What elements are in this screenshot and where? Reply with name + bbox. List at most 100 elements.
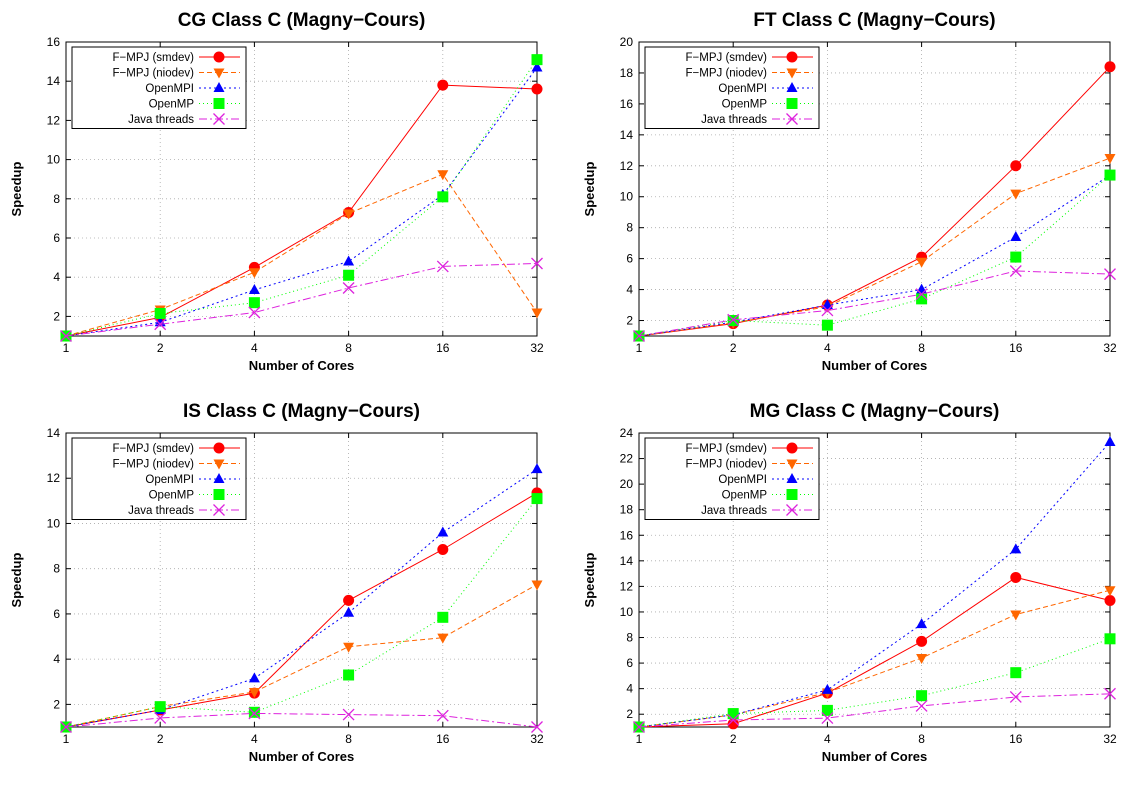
y-tick-label: 10 <box>47 516 61 530</box>
data-point-smdev <box>343 594 355 606</box>
data-point-niodev <box>531 580 543 591</box>
x-tick-label: 4 <box>824 341 831 355</box>
chart-panel-mg: MG Class C (Magny−Cours) 2 4 6 8 10 12 14 16 18 20… <box>573 391 1145 781</box>
data-point-java <box>60 721 72 733</box>
y-tick-label: 12 <box>620 579 634 593</box>
data-point-openmpi <box>531 61 543 72</box>
chart-panel-is: IS Class C (Magny−Cours) 2 4 6 8 10 12 14 1 2 4 8 16… <box>0 391 572 781</box>
y-axis-label: Speedup <box>9 161 24 216</box>
y-axis-label: Speedup <box>582 161 597 216</box>
legend-label-niodev: F−MPJ (niodev) <box>113 459 195 471</box>
legend-marker-java <box>786 504 798 516</box>
data-point-java <box>436 709 449 722</box>
data-point-niodev <box>1104 154 1116 165</box>
legend-label-openmp: OpenMP <box>722 490 768 502</box>
data-point-java <box>342 282 355 294</box>
data-point-openmp <box>1104 169 1116 181</box>
x-tick-label: 32 <box>530 732 544 746</box>
y-tick-label: 6 <box>626 656 633 670</box>
data-point-openmpi <box>531 463 543 474</box>
data-point-niodev <box>343 642 355 653</box>
data-point-openmp <box>154 701 166 713</box>
y-tick-label: 2 <box>626 707 633 721</box>
series-line-smdev <box>65 84 538 337</box>
data-point-java <box>1009 265 1022 277</box>
data-point-java <box>436 260 449 273</box>
series-line-niodev <box>638 589 1111 728</box>
data-point-smdev <box>437 79 449 91</box>
x-tick-label: 4 <box>251 341 258 355</box>
legend-label-openmp: OpenMP <box>149 490 195 502</box>
y-tick-label: 6 <box>53 231 60 245</box>
x-tick-label: 2 <box>730 732 737 746</box>
y-tick-label: 4 <box>626 682 633 696</box>
legend-marker-openmp <box>213 489 225 500</box>
chart-panel-cg: CG Class C (Magny−Cours) 2 4 6 8 10 12 14 16 1 2 4 8… <box>0 0 572 390</box>
legend-label-java: Java threads <box>701 505 767 517</box>
series-openmp <box>633 169 1116 342</box>
data-point-niodev <box>531 308 543 319</box>
x-tick-label: 2 <box>730 341 737 355</box>
legend-label-smdev: F−MPJ (smdev) <box>686 52 768 64</box>
data-point-openmp <box>531 493 543 505</box>
data-point-openmp <box>916 293 928 305</box>
series-line-niodev <box>638 157 1111 337</box>
legend: F−MPJ (smdev) F−MPJ (niodev) OpenMPI OpenMP… <box>644 437 820 520</box>
series-line-openmp <box>638 174 1111 337</box>
series-openmp <box>60 493 543 733</box>
series-java <box>633 265 1116 342</box>
data-point-openmpi <box>437 526 449 537</box>
legend-label-java: Java threads <box>128 114 194 126</box>
data-point-java <box>727 313 740 326</box>
data-point-java <box>342 708 355 721</box>
series-line-niodev <box>65 173 538 337</box>
y-tick-label: 20 <box>620 35 634 49</box>
series-line-openmp <box>638 638 1111 728</box>
y-tick-label: 6 <box>626 252 633 266</box>
x-tick-label: 8 <box>918 341 925 355</box>
legend-label-niodev: F−MPJ (niodev) <box>686 68 768 80</box>
data-point-openmp <box>1010 251 1022 263</box>
data-point-java <box>60 330 72 342</box>
data-point-openmp <box>916 690 928 702</box>
series-openmpi <box>633 169 1116 340</box>
legend-label-niodev: F−MPJ (niodev) <box>113 68 195 80</box>
legend-marker-openmpi <box>213 473 225 483</box>
legend-label-openmp: OpenMP <box>722 99 768 111</box>
data-point-openmp <box>437 611 449 623</box>
series-java <box>60 257 543 342</box>
data-point-smdev <box>531 83 543 95</box>
x-tick-label: 1 <box>636 341 643 355</box>
data-point-openmp <box>437 191 449 203</box>
data-point-openmpi <box>916 283 928 294</box>
legend-marker-niodev <box>786 459 798 470</box>
series-line-smdev <box>65 492 538 728</box>
data-point-java <box>248 306 261 319</box>
series-line-smdev <box>638 576 1111 728</box>
series-smdev <box>60 487 543 733</box>
chart-title: CG Class C (Magny−Cours) <box>178 10 426 31</box>
data-point-smdev <box>437 543 449 555</box>
y-tick-label: 14 <box>47 426 61 440</box>
y-tick-label: 2 <box>626 314 633 328</box>
x-axis-label: Number of Cores <box>249 358 354 373</box>
y-tick-label: 4 <box>53 270 60 284</box>
data-point-openmpi <box>248 283 260 294</box>
data-point-openmpi <box>248 672 260 683</box>
legend-marker-java <box>786 113 798 125</box>
data-point-smdev <box>727 718 739 730</box>
data-point-smdev <box>1010 160 1022 172</box>
legend-label-niodev: F−MPJ (niodev) <box>686 459 768 471</box>
legend-marker-niodev <box>786 68 798 79</box>
data-point-smdev <box>916 635 928 647</box>
y-axis-label: Speedup <box>582 552 597 607</box>
legend-label-openmpi: OpenMPI <box>145 474 194 486</box>
data-point-niodev <box>437 170 449 181</box>
data-point-openmpi <box>1010 230 1022 241</box>
legend-marker-openmpi <box>213 82 225 92</box>
data-point-niodev <box>1010 189 1022 200</box>
y-tick-label: 20 <box>620 477 634 491</box>
data-point-niodev <box>1010 610 1022 621</box>
y-tick-label: 4 <box>626 283 633 297</box>
